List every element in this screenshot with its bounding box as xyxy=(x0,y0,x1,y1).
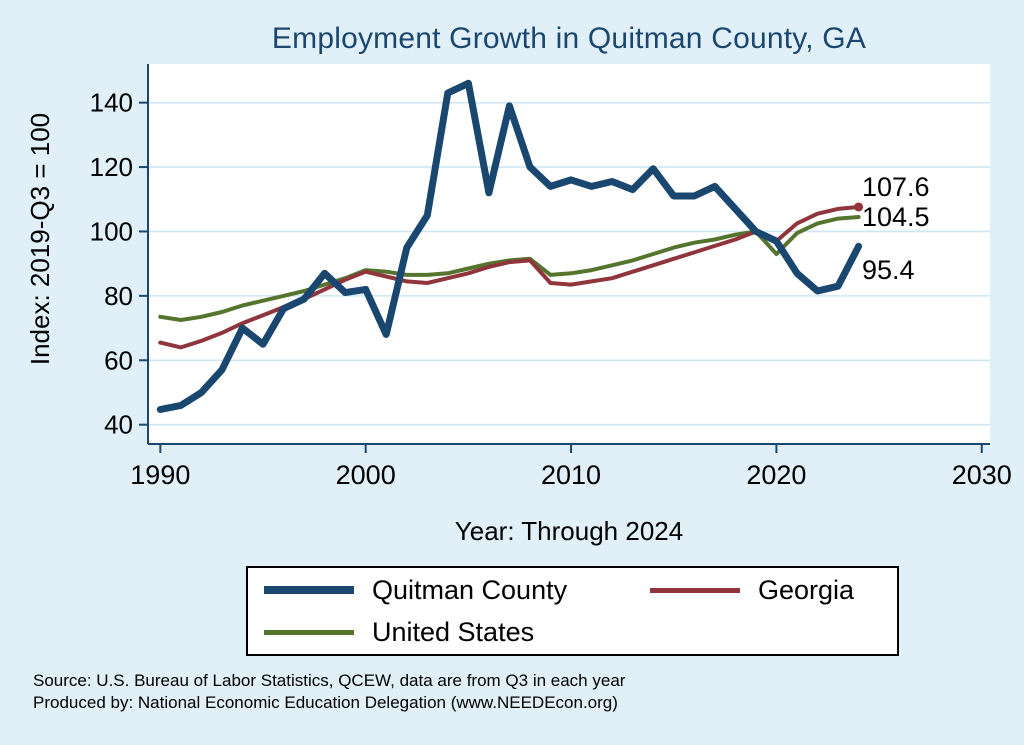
series-end-marker-georgia xyxy=(854,202,864,212)
legend-swatch-quitman-county xyxy=(264,586,354,594)
chart-plot: 40 60 80 100 120 140 1990 2000 2010 2020 2030 xyxy=(90,64,1012,490)
x-tick-label: 2000 xyxy=(336,460,396,490)
end-label-quitman-county: 95.4 xyxy=(862,255,915,285)
series-line-quitman-county xyxy=(156,79,863,413)
series-line-georgia xyxy=(158,205,861,350)
source-note: Source: U.S. Bureau of Labor Statistics,… xyxy=(33,671,626,690)
y-tick-label: 120 xyxy=(90,152,133,182)
y-tick-label: 100 xyxy=(90,216,133,246)
x-tick-label: 2030 xyxy=(952,460,1012,490)
legend-label-quitman-county: Quitman County xyxy=(372,574,568,605)
chart-title: Employment Growth in Quitman County, GA xyxy=(271,22,867,55)
y-axis-label: Index: 2019-Q3 = 100 xyxy=(25,112,55,366)
chart-legend: Quitman County Georgia United States xyxy=(246,566,899,656)
legend-swatch-georgia xyxy=(650,587,740,593)
x-tick-label: 2010 xyxy=(541,460,601,490)
y-tick-label: 140 xyxy=(90,88,133,118)
end-label-united-states: 104.5 xyxy=(862,202,930,232)
plot-area xyxy=(148,64,990,444)
legend-swatch-united-states xyxy=(264,629,354,635)
chart-footer: Source: U.S. Bureau of Labor Statistics,… xyxy=(33,670,993,714)
x-tick-label: 2020 xyxy=(746,460,806,490)
y-tick-label: 80 xyxy=(104,281,133,311)
x-tick-label: 1990 xyxy=(130,460,190,490)
produced-by-note: Produced by: National Economic Education… xyxy=(33,693,618,712)
end-label-georgia: 107.6 xyxy=(862,172,930,202)
y-tick-label: 40 xyxy=(104,410,133,440)
legend-label-georgia: Georgia xyxy=(758,574,855,605)
legend-label-united-states: United States xyxy=(372,616,535,647)
x-axis-label: Year: Through 2024 xyxy=(454,516,684,546)
y-tick-label: 60 xyxy=(104,345,133,375)
